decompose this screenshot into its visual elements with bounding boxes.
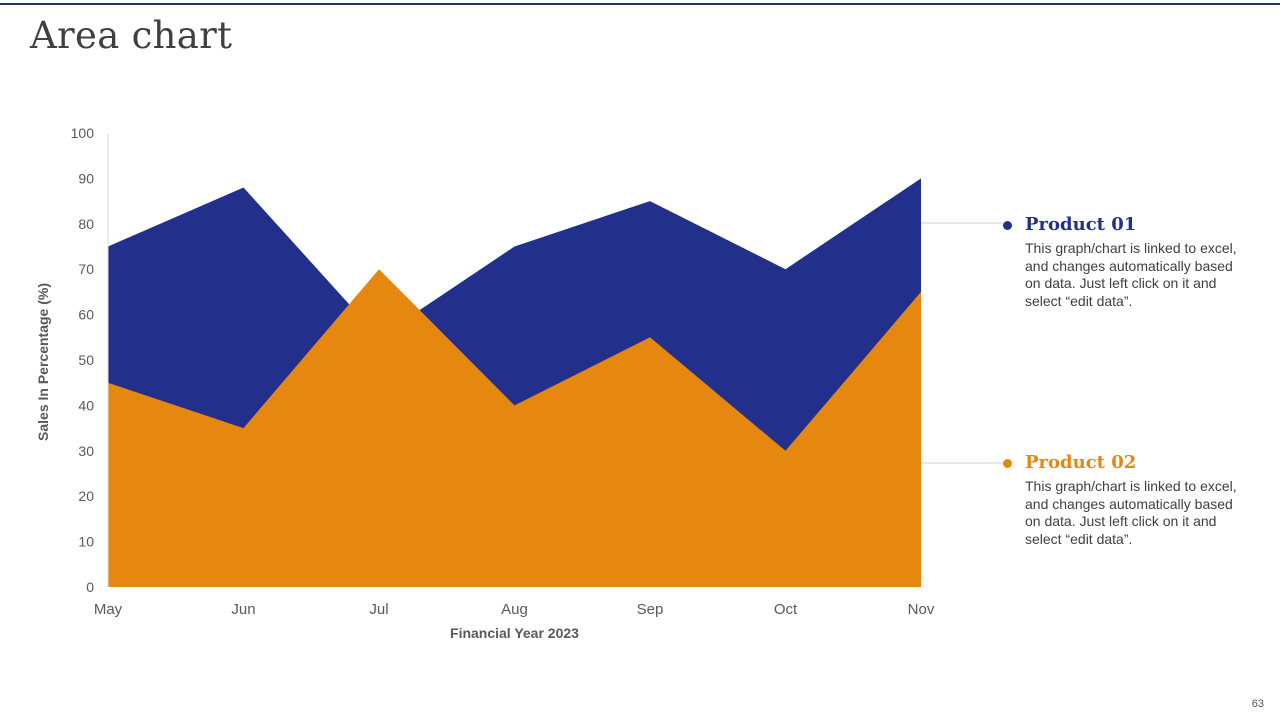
x-tick-label: Jul bbox=[369, 601, 388, 618]
x-tick-label: Sep bbox=[637, 601, 664, 618]
top-rule bbox=[0, 3, 1280, 5]
y-tick-label: 0 bbox=[86, 579, 94, 595]
legend-name: Product 02 bbox=[1025, 452, 1137, 473]
area-series-product-02 bbox=[108, 269, 921, 587]
x-tick-label: Jun bbox=[231, 601, 255, 618]
x-tick-label: Oct bbox=[774, 601, 798, 618]
x-axis-title: Financial Year 2023 bbox=[450, 625, 579, 641]
legend-marker-product-02 bbox=[1003, 459, 1012, 468]
legend-item-product-02: Product 02 This graph/chart is linked to… bbox=[1003, 452, 1265, 548]
legend-item-product-01: Product 01 This graph/chart is linked to… bbox=[1003, 214, 1265, 310]
y-tick-label: 20 bbox=[78, 488, 94, 504]
y-tick-label: 80 bbox=[78, 216, 94, 232]
y-tick-label: 90 bbox=[78, 170, 94, 186]
legend-description: This graph/chart is linked to excel, and… bbox=[1025, 478, 1237, 547]
slide-title: Area chart bbox=[30, 14, 233, 57]
y-tick-label: 100 bbox=[71, 125, 95, 141]
y-tick-label: 30 bbox=[78, 443, 94, 459]
x-tick-label: May bbox=[94, 601, 123, 618]
y-axis-title: Sales In Percentage (%) bbox=[35, 283, 51, 441]
x-tick-label: Aug bbox=[501, 601, 528, 618]
y-tick-label: 70 bbox=[78, 261, 94, 277]
y-tick-label: 60 bbox=[78, 307, 94, 323]
y-tick-label: 50 bbox=[78, 352, 94, 368]
legend-description: This graph/chart is linked to excel, and… bbox=[1025, 240, 1237, 309]
page-number: 63 bbox=[1251, 698, 1264, 710]
y-tick-label: 10 bbox=[78, 534, 94, 550]
legend-marker-product-01 bbox=[1003, 221, 1012, 230]
legend-name: Product 01 bbox=[1025, 214, 1137, 235]
x-tick-label: Nov bbox=[908, 601, 935, 618]
y-tick-label: 40 bbox=[78, 397, 94, 413]
